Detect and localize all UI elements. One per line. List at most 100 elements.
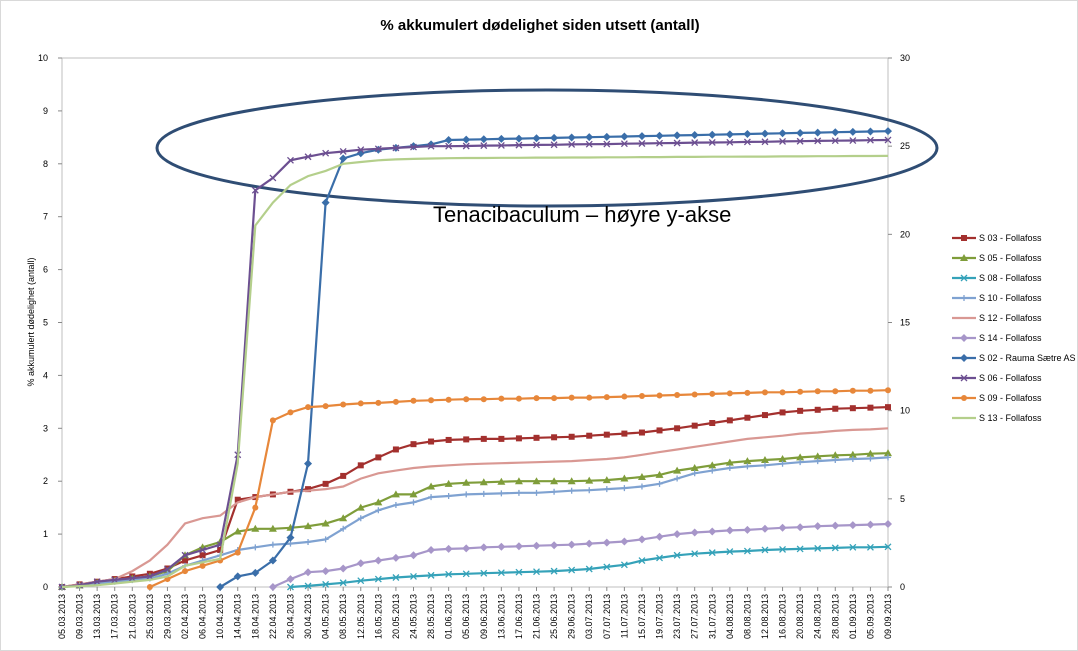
x-tick-label: 20.05.2013 [391,594,401,639]
data-point [638,557,646,565]
x-tick-label: 09.09.2013 [883,594,893,639]
data-point [674,425,681,432]
data-point [867,387,874,394]
data-point [621,485,628,492]
data-point [726,138,734,146]
y2-tick-label: 25 [900,141,910,151]
data-point [778,129,787,138]
x-tick-label: 24.08.2013 [813,594,823,639]
data-point [568,487,575,494]
data-point [585,539,594,548]
data-point [709,390,716,397]
data-point [638,140,646,147]
data-point [252,544,259,551]
data-point [586,432,593,439]
data-point [831,521,840,530]
data-point [287,583,294,591]
x-tick-label: 04.05.2013 [321,594,331,639]
data-point [743,457,752,465]
data-point [743,129,752,138]
data-point [410,143,417,151]
data-point [497,134,506,143]
x-tick-label: 24.05.2013 [408,594,418,639]
data-point [567,133,576,142]
data-point [340,401,347,408]
data-point [199,552,206,559]
data-point [305,486,312,493]
data-point [374,575,382,583]
x-tick-label: 26.04.2013 [285,594,295,639]
data-point [533,395,540,402]
data-point [726,548,734,556]
data-point [603,394,610,401]
x-tick-label: 16.05.2013 [373,594,383,639]
data-point [497,142,505,149]
data-point [797,407,804,414]
data-point [638,429,645,436]
data-point [848,127,857,136]
x-tick-label: 10.04.2013 [215,594,225,639]
data-point [778,523,787,532]
data-point [848,450,857,458]
legend-label: S 12 - Follafoss [979,313,1042,323]
series [58,136,892,591]
data-point [268,524,277,532]
legend-marker [961,235,967,241]
data-point [462,478,471,486]
data-point [831,544,839,552]
x-tick-label: 13.03.2013 [92,594,102,639]
y-tick-label: 9 [43,106,48,116]
y-tick-label: 0 [43,582,48,592]
data-point [673,530,682,539]
data-point [515,568,523,576]
data-point [655,131,664,140]
data-point [321,519,330,527]
data-point [884,136,892,144]
data-point [445,142,453,150]
legend-marker [960,254,968,261]
x-tick-label: 21.06.2013 [532,594,542,639]
data-point [655,532,664,541]
highlight-ellipse [155,88,939,208]
data-point [409,551,418,560]
data-point [884,449,892,457]
data-point [709,467,716,474]
data-point [533,141,540,149]
data-point [568,566,576,574]
x-tick-label: 13.06.2013 [496,594,506,639]
legend-marker [960,354,968,362]
data-point [743,525,752,534]
data-point [427,545,436,554]
y2-tick-label: 15 [900,318,910,328]
x-tick-label: 09.06.2013 [479,594,489,639]
x-tick-label: 15.07.2013 [637,594,647,639]
x-tick-label: 14.04.2013 [233,594,243,639]
data-point [551,434,558,441]
chart-title: % akkumulert dødelighet siden utsett (an… [380,17,699,34]
data-point [797,388,804,395]
data-point [532,134,541,143]
data-point [532,477,541,485]
legend-marker [960,274,968,282]
data-point [726,390,733,397]
data-point [673,466,682,474]
data-point [427,482,436,490]
data-point [497,569,505,577]
data-point [867,455,874,462]
data-point [515,435,522,442]
data-point [322,149,330,157]
data-point [832,457,839,464]
data-point [814,137,822,145]
data-point [339,564,348,573]
data-point [322,536,329,543]
series-line [61,427,889,589]
x-tick-label: 11.07.2013 [619,594,629,638]
y2-tick-label: 10 [900,406,910,416]
data-point [708,130,717,139]
data-point [866,543,874,551]
data-point [462,544,471,553]
x-tick-label: 09.03.2013 [75,594,85,639]
data-point [445,493,452,500]
data-point [550,133,559,142]
